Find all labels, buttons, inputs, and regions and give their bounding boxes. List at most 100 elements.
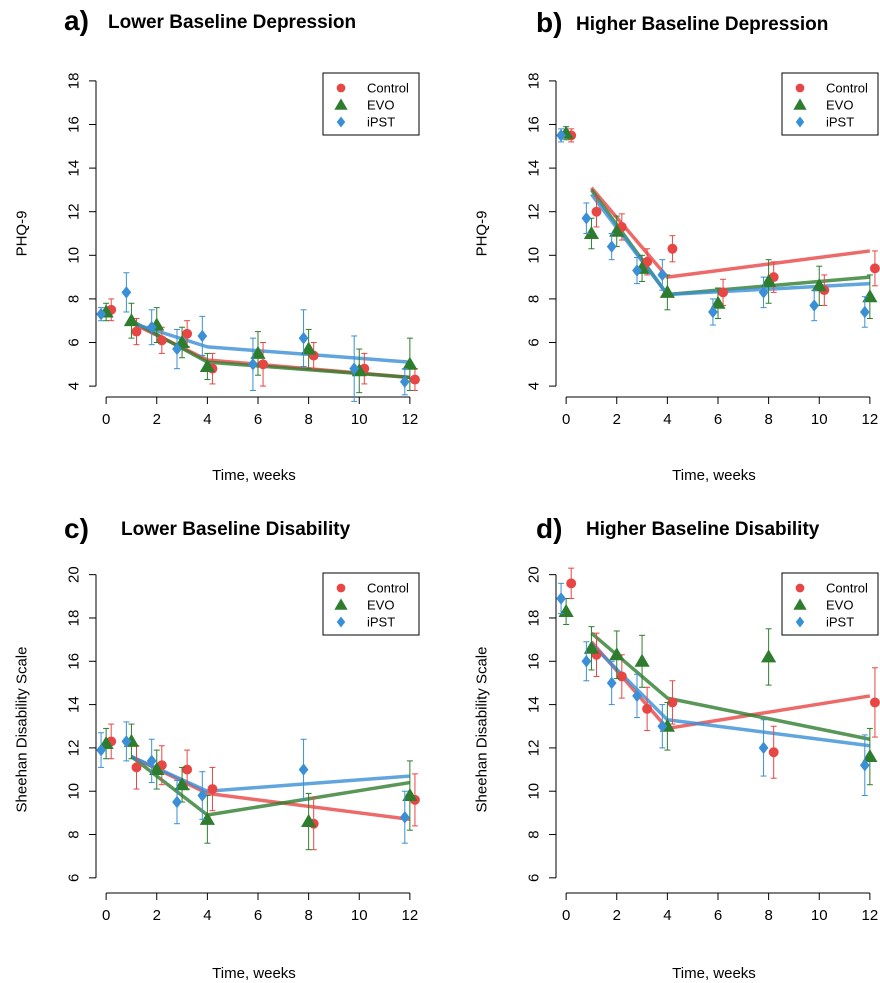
y-tick-label: 16 xyxy=(66,653,83,670)
data-point-control xyxy=(869,697,880,708)
x-tick-label: 8 xyxy=(304,907,312,924)
legend-label: EVO xyxy=(367,98,394,113)
data-point-evo xyxy=(250,345,266,359)
data-point-control xyxy=(642,256,653,267)
data-point-ipst xyxy=(859,758,870,772)
legend-marker-ipst xyxy=(336,116,346,128)
data-point-evo xyxy=(583,225,600,239)
data-point-ipst xyxy=(197,789,208,802)
plot-area xyxy=(96,721,420,851)
x-tick-label: 8 xyxy=(764,411,772,428)
y-tick-label: 8 xyxy=(526,295,543,303)
data-point-ipst xyxy=(298,763,309,776)
data-point-ipst xyxy=(708,305,718,319)
data-point-ipst xyxy=(172,342,182,356)
fit-line-control xyxy=(590,186,871,279)
legend-label: iPST xyxy=(826,115,854,130)
legend: Control EVO iPST xyxy=(322,72,420,136)
plot-area xyxy=(556,567,880,797)
data-point-ipst xyxy=(556,129,566,142)
data-point-evo xyxy=(862,289,878,303)
data-point-control xyxy=(156,335,167,346)
y-tick-label: 18 xyxy=(66,610,83,627)
data-point-ipst xyxy=(96,307,106,321)
panel-letter: d) xyxy=(536,513,562,544)
data-point-control xyxy=(616,671,627,682)
x-tick-label: 0 xyxy=(562,907,570,924)
y-tick-label: 4 xyxy=(66,382,83,390)
y-tick-label: 14 xyxy=(526,696,543,713)
data-point-ipst xyxy=(197,329,208,343)
y-tick-label: 18 xyxy=(526,610,543,627)
y-tick-label: 16 xyxy=(66,116,83,133)
x-tick-label: 6 xyxy=(714,411,722,428)
data-point-evo xyxy=(659,284,675,298)
data-point-ipst xyxy=(399,375,410,388)
data-point-evo xyxy=(123,313,140,327)
legend-marker-evo xyxy=(334,98,348,110)
legend-label: EVO xyxy=(826,598,853,613)
x-tick-label: 12 xyxy=(402,907,419,924)
data-point-ipst xyxy=(758,741,769,755)
x-tick-label: 0 xyxy=(102,907,110,924)
y-tick-label: 6 xyxy=(526,874,543,882)
y-tick-label: 14 xyxy=(66,696,83,713)
data-point-control xyxy=(667,697,678,708)
legend-marker-evo xyxy=(793,98,807,110)
data-point-ipst xyxy=(581,212,592,225)
y-tick-label: 16 xyxy=(526,116,543,133)
y-tick-label: 10 xyxy=(66,783,83,800)
x-tick-label: 2 xyxy=(613,411,621,428)
legend-marker-control xyxy=(336,583,346,593)
y-axis-label: Sheehan Disability Scale xyxy=(474,647,491,813)
panel-letter: a) xyxy=(64,5,89,36)
y-tick-label: 12 xyxy=(66,203,83,220)
data-point-evo xyxy=(402,787,418,802)
x-tick-label: 2 xyxy=(613,907,621,924)
y-tick-label: 14 xyxy=(526,160,543,177)
y-axis-label: PHQ-9 xyxy=(14,211,31,257)
plot-area xyxy=(96,272,420,402)
legend-label: iPST xyxy=(367,115,395,130)
data-point-ipst xyxy=(298,331,309,345)
data-point-evo xyxy=(199,358,215,372)
data-point-evo xyxy=(710,295,726,309)
legend: Control EVO iPST xyxy=(781,572,879,636)
data-point-ipst xyxy=(581,655,592,668)
data-point-control xyxy=(131,326,142,337)
x-tick-label: 10 xyxy=(811,907,828,924)
panel-title: Higher Baseline Disability xyxy=(586,519,820,540)
x-tick-label: 0 xyxy=(102,411,110,428)
data-point-ipst xyxy=(606,676,617,690)
data-point-ipst xyxy=(121,286,132,299)
legend-marker-ipst xyxy=(795,116,805,128)
data-point-evo xyxy=(761,649,777,663)
data-point-evo xyxy=(761,273,777,287)
x-tick-label: 4 xyxy=(203,411,211,428)
legend-marker-control xyxy=(795,83,805,93)
y-tick-label: 14 xyxy=(66,160,83,177)
chart-panel-1: a) Lower Baseline Depression 0 2 4 6 8 10 12 4 6 8 1… xyxy=(14,5,420,484)
legend-marker-evo xyxy=(793,598,807,610)
data-point-evo xyxy=(402,356,418,370)
data-point-ipst xyxy=(632,689,642,703)
data-point-control xyxy=(718,287,729,298)
y-tick-label: 10 xyxy=(526,247,543,264)
data-point-ipst xyxy=(657,720,668,733)
legend-label: Control xyxy=(826,581,868,596)
x-tick-label: 12 xyxy=(862,907,879,924)
chart-panel-3: c) Lower Baseline Disability 0 2 4 6 8 10 12 6 8 10… xyxy=(14,513,420,982)
y-axis-label: PHQ-9 xyxy=(474,211,491,257)
data-point-evo xyxy=(301,341,317,355)
data-point-control xyxy=(207,784,218,795)
y-tick-label: 12 xyxy=(66,740,83,757)
data-point-ipst xyxy=(146,754,157,768)
y-tick-label: 16 xyxy=(526,653,543,670)
y-tick-label: 8 xyxy=(66,830,83,838)
data-point-ipst xyxy=(859,305,870,319)
legend-label: Control xyxy=(826,81,868,96)
x-tick-label: 2 xyxy=(153,907,161,924)
x-tick-label: 0 xyxy=(562,411,570,428)
data-point-ipst xyxy=(399,810,410,824)
